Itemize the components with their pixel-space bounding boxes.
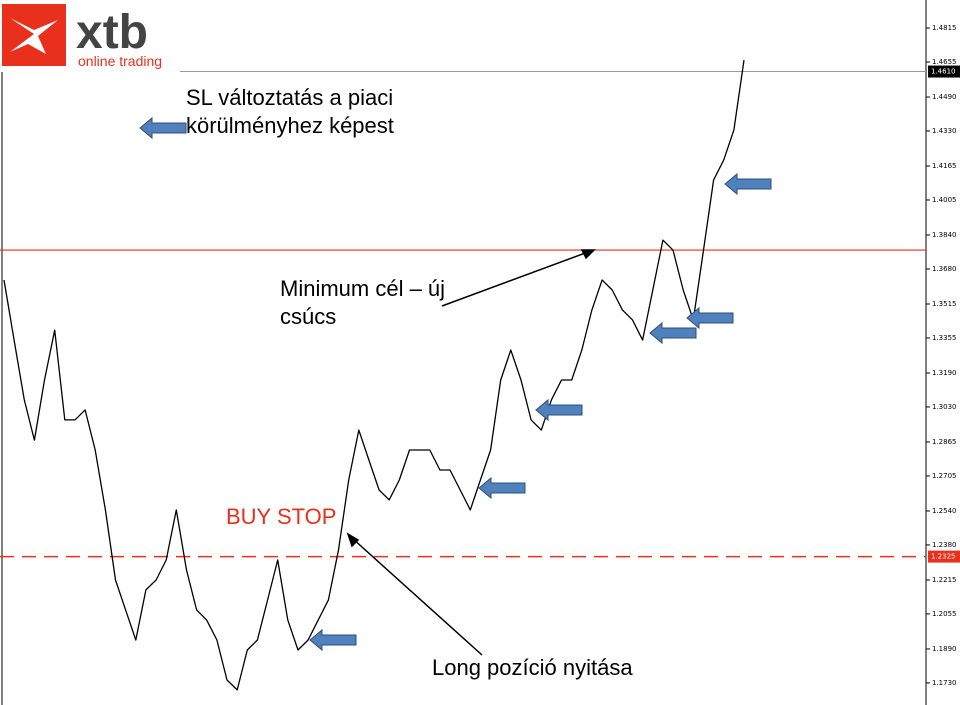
logo-brand: xtb (76, 6, 148, 59)
arrow (724, 172, 772, 196)
price-tag-label: 1.4610 (931, 68, 956, 76)
y-tick-label: 1.3680 (932, 265, 957, 273)
y-tick-label: 1.2865 (932, 438, 957, 446)
y-tick-label: 1.4655 (932, 58, 957, 66)
pointer-line (351, 537, 483, 656)
y-tick-label: 1.4330 (932, 127, 957, 135)
y-tick-label: 1.4165 (932, 162, 957, 170)
pointer-line (441, 251, 589, 307)
y-tick-label: 1.4005 (932, 196, 957, 204)
y-tick-label: 1.3515 (932, 300, 957, 308)
y-tick-label: 1.1730 (932, 679, 957, 687)
y-tick-label: 1.2215 (932, 576, 957, 584)
y-tick-label: 1.3840 (932, 231, 957, 239)
annotation: SL változtatás a piaci körülményhez képe… (186, 85, 394, 138)
y-tick-label: 1.2540 (932, 507, 957, 515)
y-tick-label: 1.2055 (932, 610, 957, 618)
arrow (686, 306, 734, 330)
arrow (535, 398, 583, 422)
y-tick-label: 1.3355 (932, 334, 957, 342)
price-tag-label: 1.2325 (931, 553, 956, 561)
y-tick-label: 1.4815 (932, 24, 957, 32)
y-tick-label: 1.4490 (932, 93, 957, 101)
price-tag (928, 65, 960, 78)
arrow (478, 476, 526, 500)
pointer-head (346, 532, 360, 548)
pointer-head (580, 249, 596, 260)
arrow (649, 321, 697, 345)
annotation-box: SL változtatás a piaci körülményhez képe… (186, 85, 394, 138)
y-tick-label: 1.2705 (932, 472, 957, 480)
arrow (139, 116, 187, 140)
y-tick-label: 1.3190 (932, 369, 957, 377)
annotation-box: Minimum cél – új csúcs (280, 276, 446, 329)
plot: 1.4815 1.4655 1.4490 1.4330 1.4165 1.4005 1.38… (0, 24, 960, 691)
logo: xtb online trading (0, 0, 180, 72)
annotation: Minimum cél – új csúcs (280, 276, 446, 329)
logo-tagline: online trading (78, 53, 162, 69)
blue-arrows (139, 116, 772, 652)
annotation: Long pozíció nyitása (432, 655, 633, 680)
y-tick-label: 1.2380 (932, 541, 957, 549)
y-tick-label: 1.1890 (932, 645, 957, 653)
pointers (346, 249, 596, 656)
price-tag (928, 550, 960, 563)
price-line (3, 60, 745, 691)
logo-x (10, 18, 58, 54)
arrow (309, 628, 357, 652)
y-tick-label: 1.3030 (932, 403, 957, 411)
annotation: BUY STOP (226, 504, 336, 529)
